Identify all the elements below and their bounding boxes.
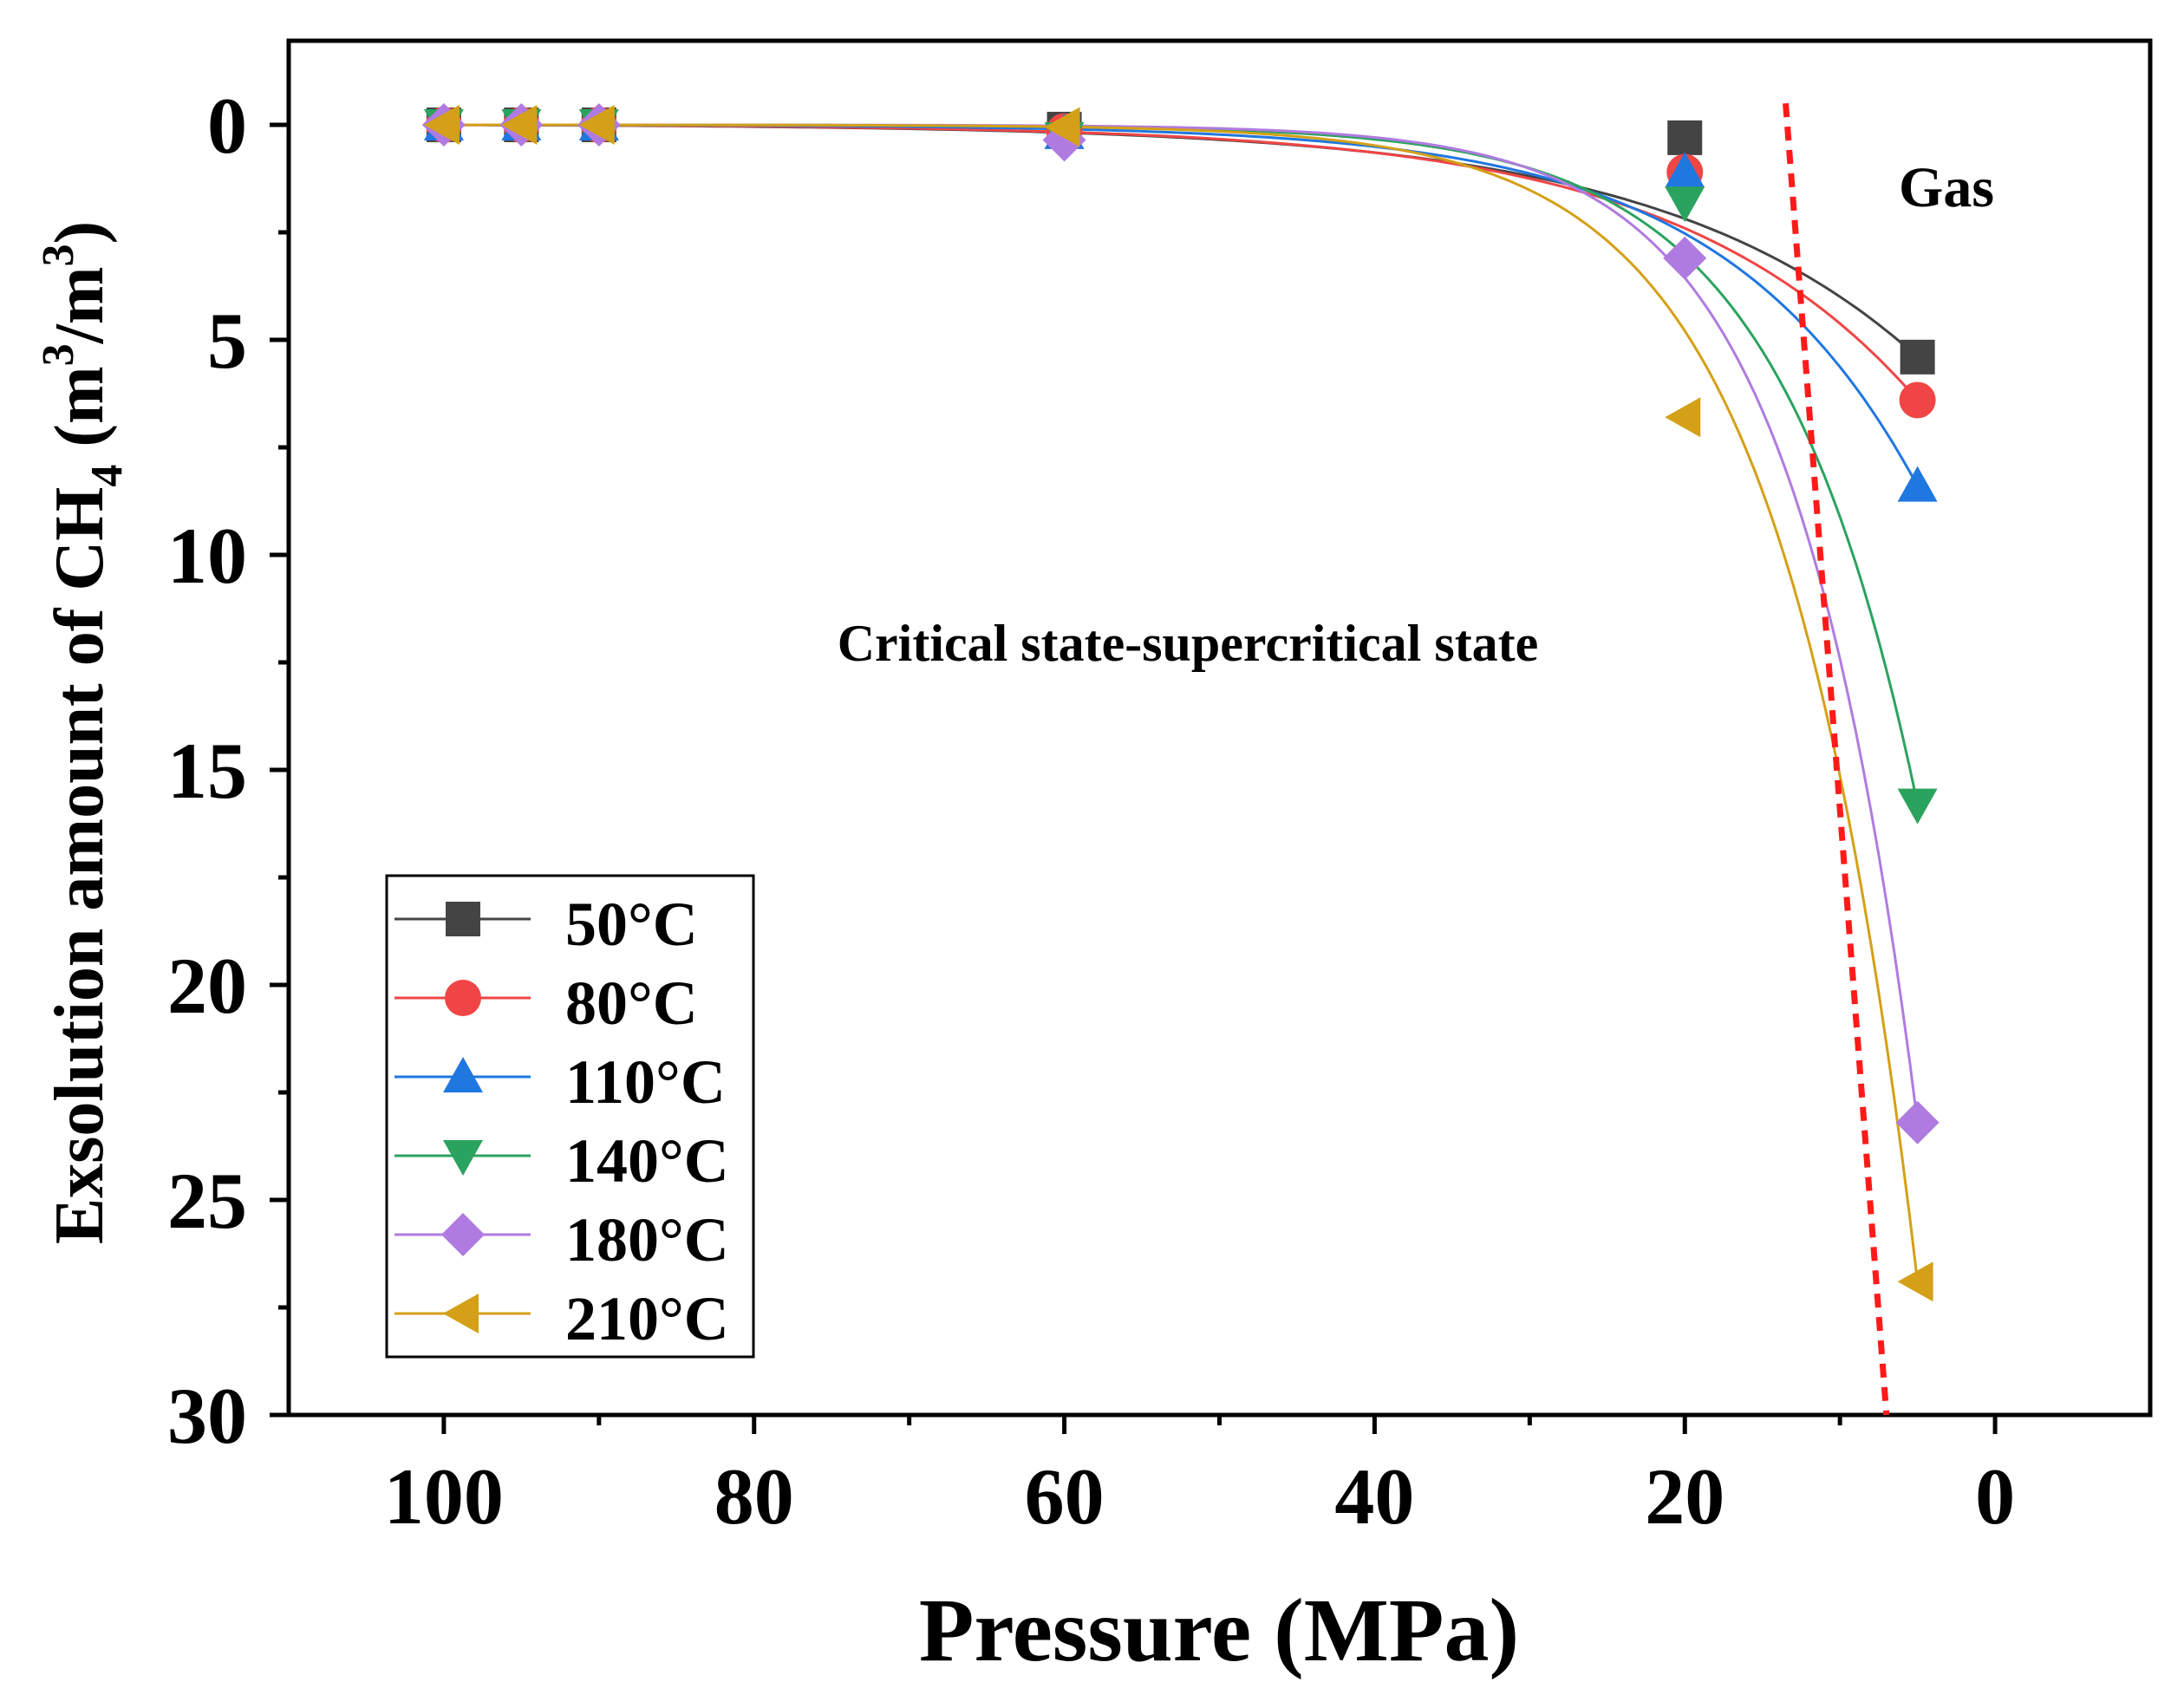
annotations: Gas Critical state-supercritical state [838,156,1994,672]
marker-210C [423,105,460,145]
y-label-unit-close: ) [42,221,118,244]
x-tick-label: 60 [1025,1452,1105,1541]
marker-50C [1900,339,1935,375]
fit-curve-140C [443,123,1920,805]
x-tick-label: 80 [714,1452,794,1541]
y-axis-label: Exsolution amount of CH4 (m3/m3) [34,221,132,1244]
y-label-unit-open: (m [42,366,118,464]
data-markers [421,103,1940,1302]
legend-marker [443,1294,479,1333]
x-tick-label: 0 [1975,1452,2015,1541]
marker-140C [1665,186,1705,223]
axes [270,38,2153,1434]
marker-210C [578,105,615,145]
marker-210C [1897,1261,1933,1302]
y-label-unit-mid: /m [42,267,118,345]
y-tick-label: 0 [207,81,247,170]
legend-label: 180°C [565,1205,729,1274]
legend-label: 80°C [565,968,698,1038]
supercritical-region-label: Critical state-supercritical state [838,615,1539,672]
legend-marker [441,1213,485,1256]
legend-label: 140°C [565,1126,729,1196]
y-label-subscript: 4 [82,465,132,487]
marker-180C [1663,236,1707,280]
fit-curve-210C [443,123,1920,1282]
legend: 50°C 80°C 110°C 140°C 180°C 210°C [385,874,755,1359]
legend-box [385,874,755,1359]
legend-marker [446,902,480,936]
x-tick-label: 100 [384,1452,504,1541]
y-label-prefix: Exsolution amount of CH [42,487,118,1244]
marker-50C [1667,120,1703,155]
x-tick-label: 20 [1645,1452,1724,1541]
marker-180C [1895,1100,1940,1144]
legend-label: 50°C [565,890,698,959]
y-tick-label: 15 [167,727,247,815]
x-axis-label: Pressure (MPa) [919,1581,1519,1680]
marker-110C [1897,466,1938,502]
marker-210C [1665,397,1701,438]
x-tick-label: 40 [1334,1452,1414,1541]
gas-region-label: Gas [1899,156,1994,219]
marker-140C [1897,788,1938,825]
y-tick-label: 20 [167,942,247,1030]
legend-marker [445,980,481,1016]
legend-marker [443,1057,483,1092]
y-tick-label: 25 [167,1157,247,1245]
legend-marker [443,1140,483,1176]
y-tick-label: 5 [207,297,247,385]
marker-80C [1899,381,1936,419]
marker-210C [501,105,538,145]
marker-210C [1044,107,1080,147]
y-tick-label: 30 [167,1372,247,1460]
y-label-superscript-2: 3 [34,244,83,267]
y-label-superscript-1: 3 [34,343,83,366]
legend-label: 210°C [565,1284,729,1353]
y-tick-label: 10 [167,512,247,600]
tick-labels: 100 80 60 40 20 0 0 5 10 15 20 25 30 [167,81,2015,1541]
marker-110C [1665,152,1705,188]
phase-boundary [1783,102,1890,1416]
legend-label: 110°C [565,1047,726,1117]
phase-boundary-line [1783,102,1890,1416]
